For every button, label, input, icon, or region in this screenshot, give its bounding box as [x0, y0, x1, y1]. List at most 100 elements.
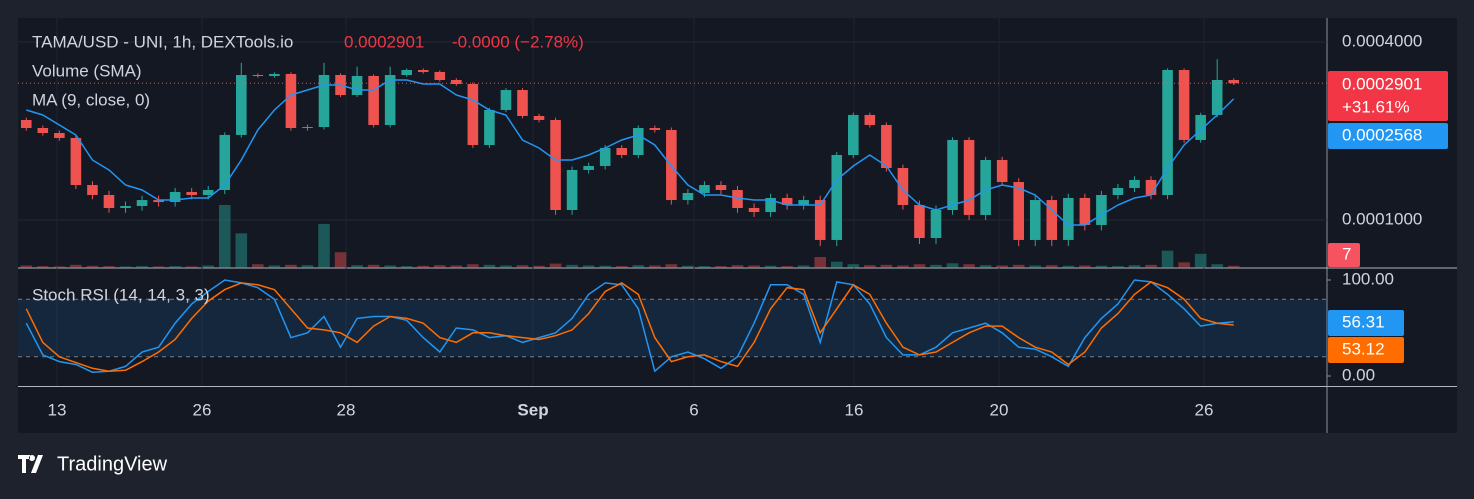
- volume-bar: [152, 266, 165, 268]
- volume-bar: [632, 265, 645, 268]
- candle-body: [1029, 200, 1041, 240]
- ma-line: [26, 79, 1235, 226]
- volume-bar: [119, 266, 132, 268]
- volume-bar: [70, 264, 82, 268]
- volume-bar: [334, 252, 347, 268]
- header-price: 0.0002901: [344, 32, 424, 51]
- volume-bar: [533, 265, 545, 268]
- x-tick-label: 26: [1195, 400, 1214, 419]
- candle-body: [616, 147, 628, 155]
- candle-body: [417, 70, 429, 72]
- candle-body: [831, 154, 843, 240]
- volume-bar: [185, 266, 198, 268]
- candle-body: [1178, 70, 1190, 140]
- last-price-label: 0.0002901: [1342, 74, 1422, 93]
- candle-body: [451, 80, 462, 84]
- candle-body: [20, 119, 32, 129]
- volume-bar: [53, 266, 66, 268]
- y-tick-label: 0.0004000: [1342, 31, 1422, 50]
- candle-body: [136, 200, 148, 207]
- candle-body: [550, 119, 561, 210]
- volume-bar: [285, 264, 297, 268]
- volume-bar: [516, 265, 529, 268]
- volume-bar: [37, 266, 49, 268]
- candle-body: [649, 128, 661, 130]
- candle-body: [318, 75, 330, 128]
- logo-icon: [18, 455, 43, 473]
- volume-bar: [698, 266, 711, 268]
- volume-bar: [797, 265, 810, 268]
- volume-bar: [830, 261, 843, 268]
- volume-bar: [202, 265, 215, 268]
- volume-bar: [467, 264, 479, 268]
- candle-body: [302, 127, 313, 129]
- volume-bar: [1161, 250, 1174, 268]
- candle-body: [930, 209, 942, 239]
- stoch-value-box: [1328, 337, 1404, 363]
- candle-body: [732, 190, 743, 208]
- volume-bar: [169, 266, 181, 268]
- candle-body: [384, 75, 396, 125]
- volume-bar: [103, 266, 115, 268]
- candle-body: [70, 137, 82, 186]
- candle-body: [219, 134, 231, 191]
- volume-legend: Volume (SMA): [32, 61, 142, 80]
- x-tick-label: 6: [689, 400, 698, 419]
- volume-bar: [781, 266, 793, 268]
- candle-body: [1096, 194, 1107, 225]
- volume-bar: [252, 264, 264, 268]
- volume-bar: [1095, 265, 1108, 268]
- volume-bar: [731, 265, 744, 268]
- candle-body: [1063, 197, 1074, 240]
- candle-body: [368, 75, 379, 125]
- candle-body: [517, 90, 528, 116]
- volume-bar: [764, 265, 777, 268]
- volume-bar: [433, 265, 446, 268]
- candle-body: [914, 204, 925, 239]
- stoch-legend: Stoch RSI (14, 14, 3, 3): [32, 285, 210, 304]
- candle-body: [1013, 182, 1024, 240]
- candle-layer: [18, 59, 1327, 247]
- brand-logo: [18, 455, 43, 473]
- volume-bar: [582, 265, 595, 268]
- candle-body: [120, 206, 131, 208]
- candle-body: [54, 132, 65, 138]
- volume-bar: [318, 223, 330, 268]
- volume-bar: [715, 266, 727, 268]
- candle-body: [153, 200, 164, 203]
- volume-bar: [599, 265, 611, 268]
- candle-body: [1195, 114, 1206, 140]
- volume-bar: [1045, 265, 1058, 268]
- header-change: -0.0000 (−2.78%): [452, 32, 584, 51]
- candle-body: [500, 90, 512, 110]
- stoch-value-label: 53.12: [1342, 339, 1385, 358]
- volume-bar: [218, 205, 231, 268]
- volume-bar: [500, 265, 512, 268]
- candle-body: [765, 197, 776, 213]
- volume-bar: [549, 263, 562, 268]
- volume-value-box: [1328, 243, 1360, 267]
- stoch-layer: [18, 279, 1331, 377]
- volume-bar: [665, 264, 678, 268]
- candle-body: [583, 165, 594, 170]
- volume-bar: [897, 265, 909, 268]
- volume-bar: [847, 264, 860, 268]
- x-tick-label: Sep: [517, 400, 548, 419]
- candle-body: [434, 71, 446, 81]
- candle-body: [1228, 80, 1240, 84]
- stoch-value-label: 56.31: [1342, 312, 1385, 331]
- volume-bar: [483, 264, 496, 268]
- x-tick-label: 26: [193, 400, 212, 419]
- stoch-tick-label: 0.00: [1342, 365, 1375, 384]
- volume-bar: [864, 265, 876, 268]
- candle-body: [351, 75, 363, 96]
- x-tick-label: 20: [990, 400, 1009, 419]
- candle-body: [269, 73, 280, 76]
- brand-name: TradingView: [57, 453, 168, 475]
- volume-bar: [1227, 265, 1240, 268]
- chart-title: TAMA/USD - UNI, 1h, DEXTools.io: [32, 32, 293, 51]
- candle-body: [715, 185, 727, 191]
- stoch-tick-label: 100.00: [1342, 269, 1394, 288]
- volume-bar: [400, 266, 413, 268]
